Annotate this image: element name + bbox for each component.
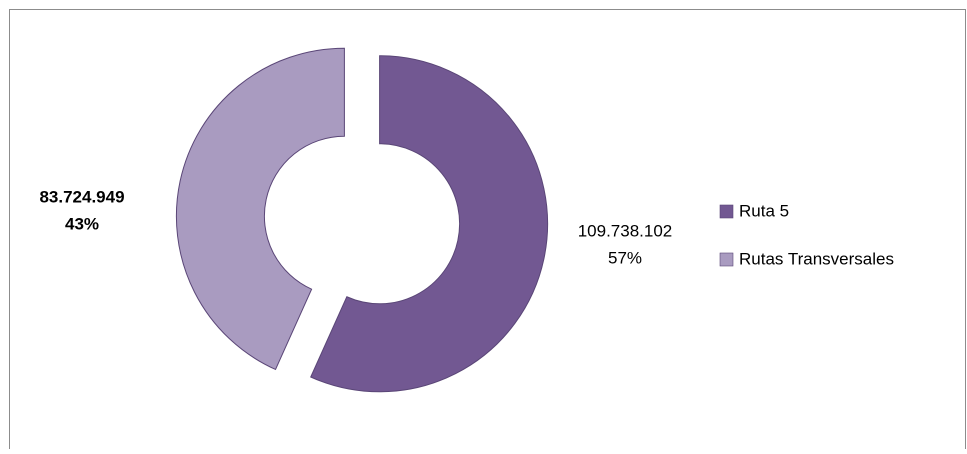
percent-label: 57% [608,248,642,267]
legend-swatch [719,252,734,267]
legend-label: Rutas Transversales [739,249,894,268]
data-label: 83.724.949 [39,187,124,206]
donut-slice [175,47,345,371]
percent-label: 43% [65,214,99,233]
donut-slice [310,55,549,393]
legend-label: Ruta 5 [739,201,789,220]
data-label: 109.738.102 [578,221,673,240]
legend-swatch [719,204,734,219]
